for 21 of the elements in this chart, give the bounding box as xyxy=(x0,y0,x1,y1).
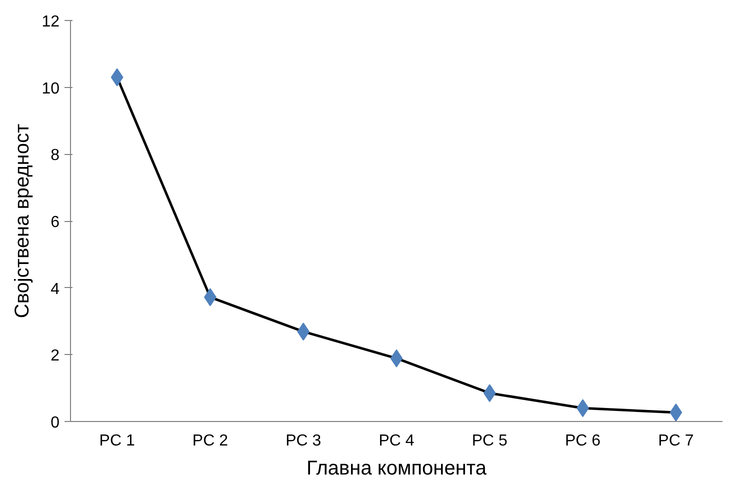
x-tick-label: PC 4 xyxy=(378,432,414,450)
x-tick-label: PC 3 xyxy=(286,432,322,450)
point xyxy=(110,68,124,86)
y-axis-title: Својствена вредност xyxy=(12,124,34,318)
y-tick-label: 12 xyxy=(42,14,60,30)
y-tick-label: 4 xyxy=(50,280,60,298)
point xyxy=(483,384,496,402)
y-tick-label: 8 xyxy=(50,147,60,164)
y-tick-label: 6 xyxy=(50,214,60,231)
x-tick-label: PC 1 xyxy=(99,432,135,450)
point xyxy=(390,349,403,368)
y-tick-label: 2 xyxy=(50,348,60,365)
y-tick-label: 10 xyxy=(42,80,60,98)
x-tick-label: PC 6 xyxy=(565,432,601,450)
y-tick-label: 0 xyxy=(50,414,60,432)
point xyxy=(297,322,310,341)
x-tick-label: PC 7 xyxy=(658,432,694,450)
x-tick-label: PC 2 xyxy=(192,432,228,450)
x-tick-label: PC 5 xyxy=(472,432,508,450)
x-axis-title: Главна компонента xyxy=(306,458,488,480)
point xyxy=(670,403,682,422)
